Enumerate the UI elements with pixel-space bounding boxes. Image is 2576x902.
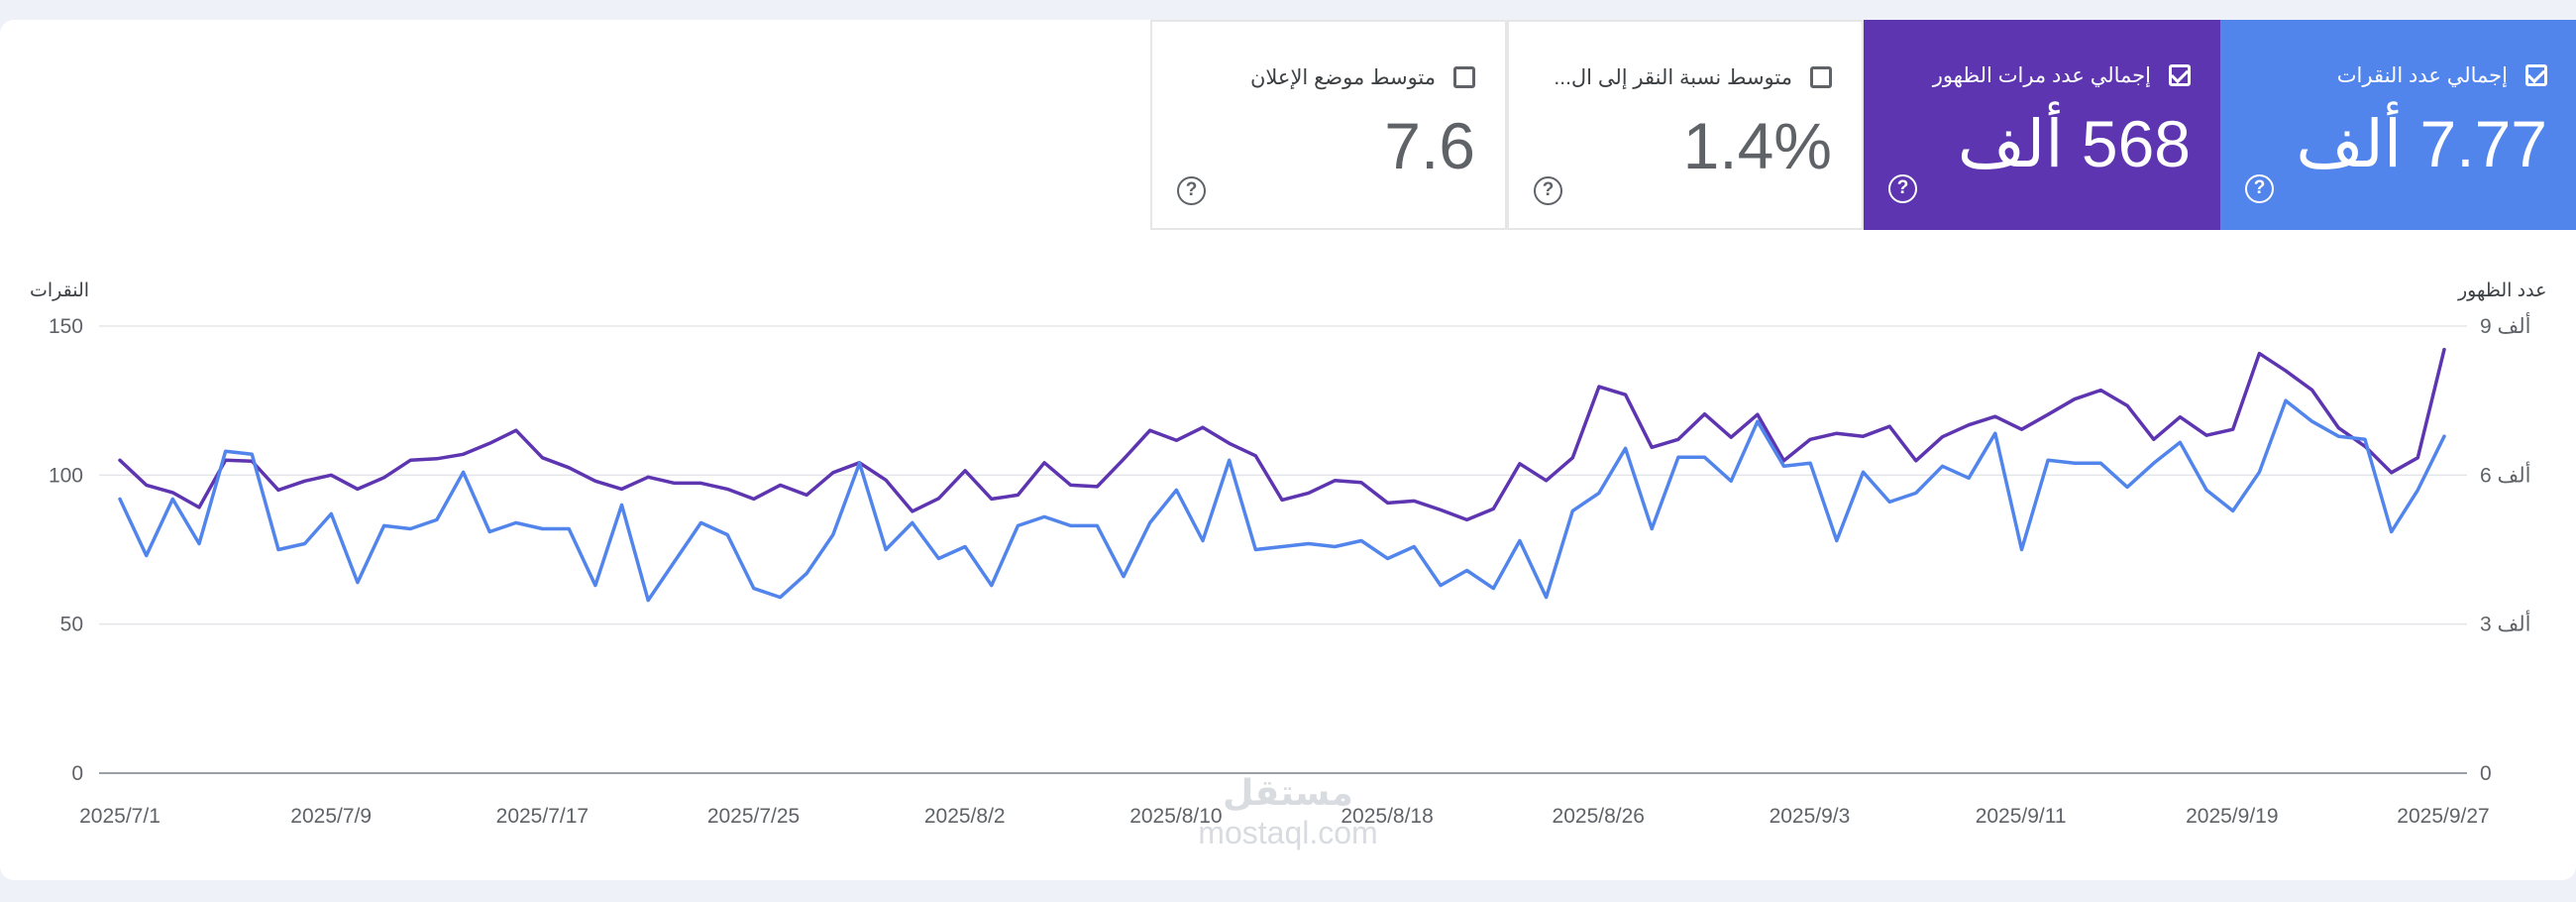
mostaql-watermark: مستقل mostaql.com — [1169, 773, 1407, 852]
x-axis-tick-label: 2025/7/25 — [707, 805, 800, 828]
watermark-latin: mostaql.com — [1169, 813, 1407, 852]
x-axis-tick-label: 2025/8/26 — [1553, 805, 1645, 828]
left-axis-tick-label: 50 — [60, 614, 83, 636]
x-axis-tick-label: 2025/7/17 — [496, 805, 589, 828]
right-axis-tick-label: 6 ألف — [2480, 461, 2531, 487]
x-axis-tick-label: 2025/8/2 — [924, 805, 1006, 828]
x-axis-tick-label: 2025/9/11 — [1976, 805, 2067, 828]
left-axis-tick-label: 150 — [49, 315, 83, 338]
x-axis-tick-label: 2025/7/9 — [290, 805, 372, 828]
x-axis-tick-label: 2025/9/19 — [2186, 805, 2278, 828]
left-axis-tick-label: 0 — [71, 762, 83, 785]
x-axis-tick-label: 2025/9/27 — [2397, 805, 2489, 828]
x-axis-tick-label: 2025/7/1 — [79, 805, 161, 828]
x-axis-tick-label: 2025/9/3 — [1770, 805, 1851, 828]
left-axis-tick-label: 100 — [49, 464, 83, 487]
right-axis-tick-label: 9 ألف — [2480, 312, 2531, 338]
watermark-arabic: مستقل — [1169, 773, 1407, 813]
right-axis-tick-label: 0 — [2480, 762, 2492, 785]
series-line-impressions — [120, 350, 2444, 520]
right-axis-tick-label: 3 ألف — [2480, 611, 2531, 636]
